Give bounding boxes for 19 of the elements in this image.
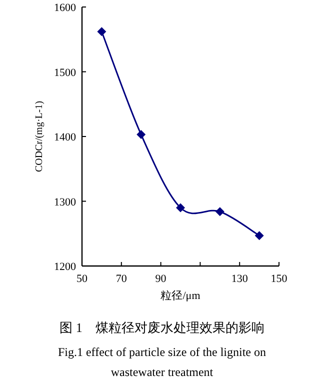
point [254, 231, 264, 240]
x-tick-label: 70 [116, 273, 128, 285]
point [97, 27, 106, 36]
x-tick-label: 90 [155, 273, 167, 285]
y-tick-label: 1600 [54, 2, 76, 14]
x-tick-label: 50 [76, 273, 88, 285]
point [136, 130, 146, 140]
x-tick-label: 150 [270, 273, 288, 285]
text: 图 1 煤粒径对废水处理效果的影响 [60, 320, 264, 335]
point [215, 207, 224, 216]
y-axis-title: CODCr/(mg·L-1) [34, 100, 45, 172]
y-tick-label: 1500 [54, 66, 76, 79]
y-tick-label: 1200 [54, 261, 76, 273]
text: Fig.1 effect of particle size of the lignite on wastewater treatment [58, 345, 266, 379]
x-tick-label: 130 [231, 273, 248, 285]
y-tick-label: 1300 [54, 196, 76, 208]
x-axis-title: 粒径/μm [160, 290, 201, 302]
point [176, 203, 185, 212]
y-tick-label: 1400 [54, 132, 76, 144]
